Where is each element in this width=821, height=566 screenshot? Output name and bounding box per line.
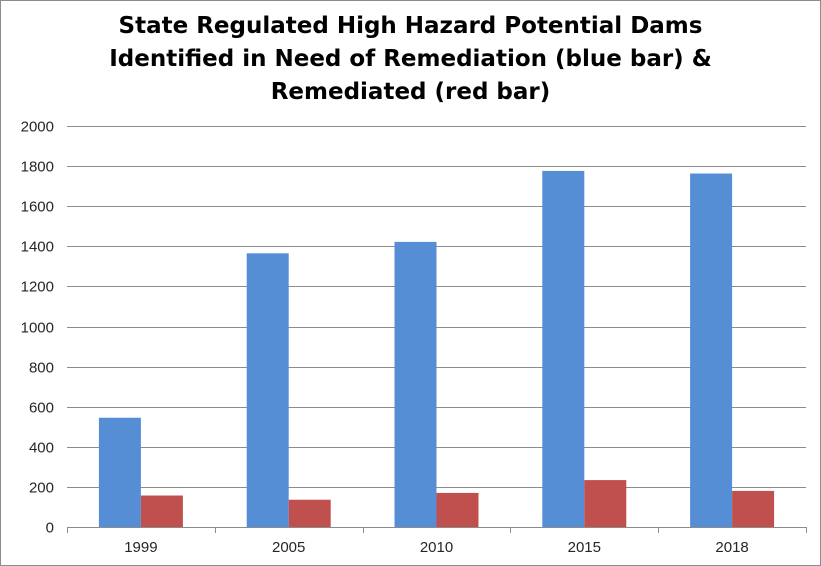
bar-remediated — [732, 490, 775, 527]
y-tick-label: 1400 — [21, 239, 54, 256]
y-tick-label: 1800 — [21, 159, 54, 176]
y-tick-label: 2000 — [21, 119, 54, 136]
y-tick-label: 400 — [29, 440, 54, 457]
chart-title-line-1: State Regulated High Hazard Potential Da… — [118, 13, 703, 39]
bar-needing-remediation — [98, 417, 141, 527]
y-tick-label: 1600 — [21, 199, 54, 216]
y-tick-label: 800 — [29, 360, 54, 377]
y-tick-label: 1200 — [21, 279, 54, 296]
y-tick-label: 0 — [46, 520, 54, 537]
bar-needing-remediation — [690, 173, 733, 527]
y-tick-label: 200 — [29, 480, 54, 497]
chart-title-line-2: Identified in Need of Remediation (blue … — [109, 46, 712, 72]
bar-remediated — [288, 499, 331, 527]
tick-labels: 0 200 400 600 800 1000 1200 1400 1600 1800 2000 199… — [21, 119, 749, 557]
bars — [98, 170, 775, 528]
chart-title-line-3: Remediated (red bar) — [270, 79, 551, 105]
y-tick-label: 1000 — [21, 320, 54, 337]
x-tick-label: 1999 — [124, 539, 157, 556]
y-tick-label: 600 — [29, 400, 54, 417]
x-tick-label: 2018 — [715, 539, 748, 556]
bar-needing-remediation — [542, 170, 585, 528]
bar-remediated — [140, 495, 183, 527]
bar-remediated — [584, 480, 627, 527]
bar-needing-remediation — [394, 241, 437, 527]
x-tick-label: 2015 — [568, 539, 601, 556]
axes — [67, 527, 807, 533]
bar-remediated — [436, 492, 479, 527]
x-tick-label: 2010 — [420, 539, 453, 556]
bar-needing-remediation — [246, 253, 289, 527]
chart-title: State Regulated High Hazard Potential Da… — [0, 10, 821, 109]
x-tick-label: 2005 — [272, 539, 305, 556]
